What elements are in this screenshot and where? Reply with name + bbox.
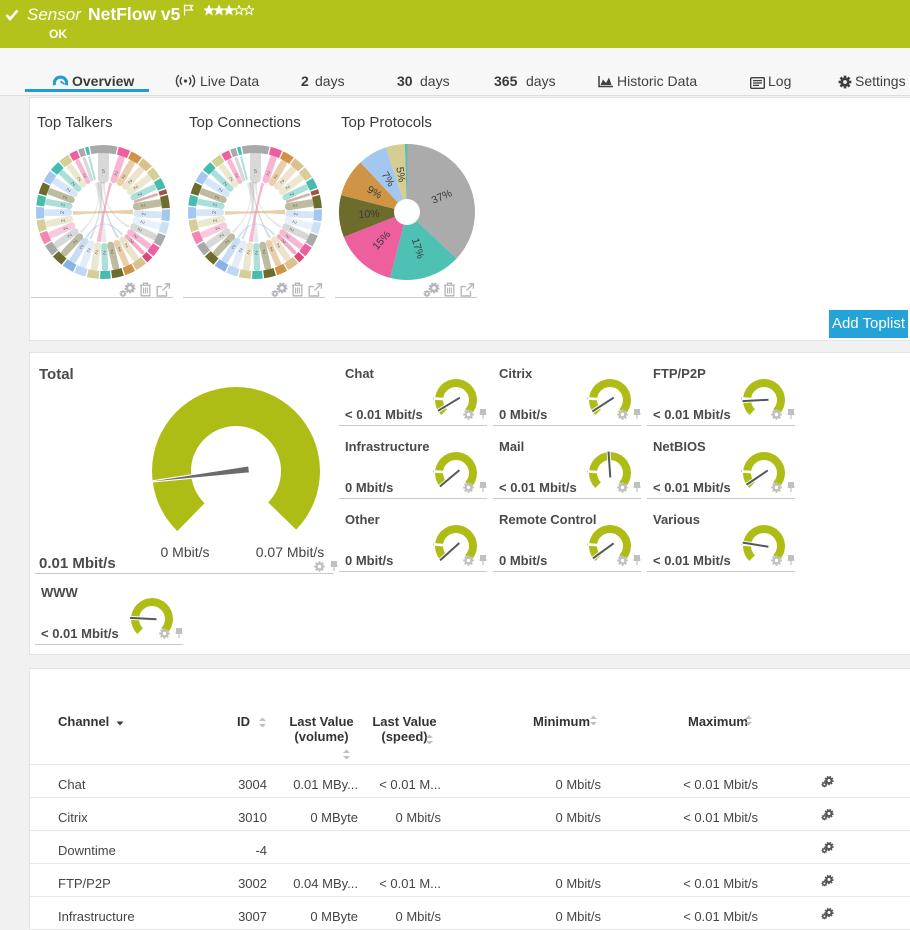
svg-text:2: 2 xyxy=(128,237,134,243)
svg-text:2: 2 xyxy=(71,181,77,187)
svg-text:2: 2 xyxy=(140,212,146,215)
svg-text:2: 2 xyxy=(113,171,118,178)
svg-text:2: 2 xyxy=(95,248,99,254)
svg-text:2: 2 xyxy=(214,195,221,200)
svg-text:2: 2 xyxy=(103,249,106,255)
svg-text:2: 2 xyxy=(284,233,291,239)
svg-text:2: 2 xyxy=(218,188,225,194)
svg-text:2: 2 xyxy=(136,192,143,197)
svg-text:2: 2 xyxy=(82,173,87,180)
svg-text:2: 2 xyxy=(247,248,251,254)
svg-text:2: 2 xyxy=(110,248,114,255)
svg-text:2: 2 xyxy=(60,203,66,207)
svg-text:2: 2 xyxy=(288,192,295,197)
svg-text:2: 2 xyxy=(126,179,132,186)
svg-text:2: 2 xyxy=(132,233,139,239)
svg-text:2: 2 xyxy=(292,212,298,215)
svg-text:2: 2 xyxy=(136,227,143,232)
svg-text:2: 2 xyxy=(284,185,291,191)
svg-text:2: 2 xyxy=(288,227,295,232)
svg-text:2: 2 xyxy=(62,195,69,200)
svg-text:2: 2 xyxy=(291,204,297,208)
svg-text:2: 2 xyxy=(66,188,73,194)
svg-text:2: 2 xyxy=(290,220,297,224)
svg-text:5: 5 xyxy=(102,169,105,175)
svg-text:2: 2 xyxy=(262,248,266,255)
svg-text:2: 2 xyxy=(275,241,281,248)
svg-text:2: 2 xyxy=(224,238,230,244)
svg-text:2: 2 xyxy=(231,243,237,250)
svg-text:2: 2 xyxy=(278,179,284,186)
svg-text:2: 2 xyxy=(272,174,278,181)
svg-text:2: 2 xyxy=(269,245,274,252)
svg-text:17%: 17% xyxy=(409,237,426,261)
svg-text:2: 2 xyxy=(255,249,258,255)
svg-text:5%: 5% xyxy=(393,166,407,183)
svg-text:2: 2 xyxy=(120,174,126,181)
svg-text:2: 2 xyxy=(265,171,270,178)
svg-text:2: 2 xyxy=(215,225,222,230)
svg-text:2: 2 xyxy=(123,241,129,248)
svg-text:2: 2 xyxy=(60,211,66,214)
svg-text:2: 2 xyxy=(61,218,68,222)
svg-text:2: 2 xyxy=(213,218,220,222)
svg-text:2: 2 xyxy=(63,225,70,230)
svg-text:2: 2 xyxy=(223,181,229,187)
svg-text:2: 2 xyxy=(212,211,218,214)
svg-text:2: 2 xyxy=(239,246,244,253)
svg-text:10%: 10% xyxy=(358,208,380,221)
svg-text:2: 2 xyxy=(87,246,92,253)
svg-text:5: 5 xyxy=(254,169,257,175)
svg-text:2: 2 xyxy=(72,238,78,244)
svg-text:2: 2 xyxy=(79,243,85,250)
svg-text:2: 2 xyxy=(228,176,234,183)
svg-text:2: 2 xyxy=(132,185,139,191)
svg-text:2: 2 xyxy=(138,220,145,224)
svg-text:2: 2 xyxy=(139,204,145,208)
svg-text:2: 2 xyxy=(212,203,218,207)
svg-text:2: 2 xyxy=(117,245,122,252)
svg-text:2: 2 xyxy=(234,173,239,180)
svg-text:2: 2 xyxy=(67,232,74,238)
svg-text:2: 2 xyxy=(280,237,286,243)
svg-text:2: 2 xyxy=(76,176,82,183)
svg-text:2: 2 xyxy=(219,232,226,238)
